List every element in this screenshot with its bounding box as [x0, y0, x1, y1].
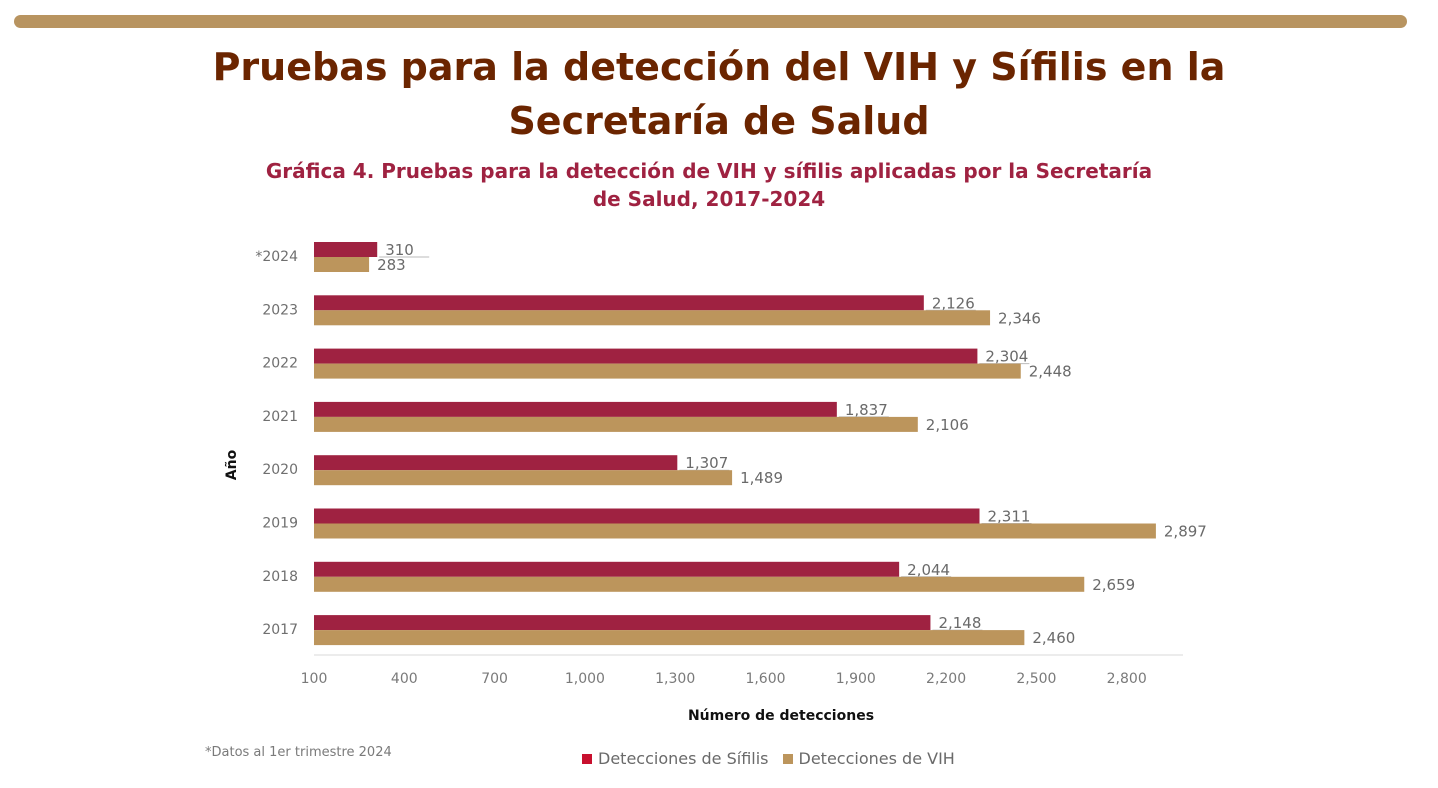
y-tick-label: *2024	[255, 249, 298, 265]
legend-swatch-vih	[782, 753, 793, 764]
y-tick-label: 2023	[262, 302, 298, 318]
legend-swatch-sifilis	[582, 753, 592, 764]
bar-sifilis	[314, 508, 980, 524]
x-tick-label: 1,000	[565, 671, 605, 687]
accent-bar	[14, 15, 1407, 28]
data-label-sifilis: 1,307	[685, 454, 728, 472]
legend-label-vih: Detecciones de VIH	[798, 749, 955, 768]
bar-vih	[314, 523, 1156, 539]
data-label-vih: 2,460	[1032, 629, 1075, 647]
x-tick-label: 100	[301, 671, 328, 687]
y-tick-label: 2017	[262, 622, 298, 638]
legend-item-sifilis: Detecciones de Sífilis	[582, 749, 769, 768]
bar-sifilis	[314, 242, 378, 257]
x-axis-title: Número de detecciones	[688, 708, 874, 724]
chart-title-line-2: de Salud, 2017-2024	[592, 187, 826, 211]
page-title-line-2: Secretaría de Salud	[508, 99, 930, 143]
x-tick-label: 2,200	[926, 671, 966, 687]
chart-footnote: *Datos al 1er trimestre 2024	[205, 745, 392, 760]
bar-sifilis	[314, 401, 837, 417]
bar-sifilis	[314, 561, 900, 577]
chart-title: Gráfica 4. Pruebas para la detección de …	[0, 157, 1418, 213]
x-tick-label: 400	[391, 671, 418, 687]
bar-vih	[314, 576, 1085, 592]
x-tick-label: 700	[481, 671, 508, 687]
y-tick-label: 2019	[262, 516, 298, 532]
bar-vih	[314, 416, 918, 432]
legend-item-vih: Detecciones de VIH	[782, 749, 955, 768]
data-label-sifilis: 2,148	[938, 614, 981, 632]
chart-legend: Detecciones de Sífilis Detecciones de VI…	[582, 749, 969, 768]
x-tick-label: 2,500	[1016, 671, 1056, 687]
data-label-sifilis: 2,126	[932, 294, 975, 312]
bar-sifilis	[314, 615, 931, 631]
page-title-line-1: Pruebas para la detección del VIH y Sífi…	[212, 45, 1226, 89]
data-label-vih: 2,897	[1164, 523, 1207, 541]
chart-title-line-1: Gráfica 4. Pruebas para la detección de …	[265, 159, 1153, 183]
bar-sifilis	[314, 455, 678, 471]
y-tick-label: 2021	[262, 409, 298, 425]
bar-vih	[314, 363, 1021, 379]
data-label-vih: 1,489	[740, 469, 783, 487]
data-label-vih: 283	[377, 256, 406, 274]
data-label-sifilis: 2,311	[988, 508, 1031, 526]
data-label-vih: 2,659	[1092, 576, 1135, 594]
bar-vih	[314, 310, 991, 326]
data-label-sifilis: 2,304	[985, 348, 1028, 366]
data-label-sifilis: 1,837	[845, 401, 888, 419]
data-label-vih: 2,448	[1029, 363, 1072, 381]
bar-vih	[314, 470, 733, 486]
x-tick-label: 1,900	[836, 671, 876, 687]
bar-sifilis	[314, 348, 978, 364]
data-label-sifilis: 2,044	[907, 561, 950, 579]
y-tick-label: 2018	[262, 569, 298, 585]
y-axis-title: Año	[224, 449, 240, 480]
data-label-vih: 2,346	[998, 309, 1041, 327]
y-tick-label: 2020	[262, 462, 298, 478]
page-title: Pruebas para la detección del VIH y Sífi…	[0, 40, 1438, 148]
bar-vih	[314, 257, 370, 272]
legend-label-sifilis: Detecciones de Sífilis	[598, 749, 769, 768]
data-label-sifilis: 310	[385, 241, 414, 259]
x-tick-label: 1,600	[745, 671, 785, 687]
x-tick-label: 1,300	[655, 671, 695, 687]
data-label-vih: 2,106	[926, 416, 969, 434]
bar-sifilis	[314, 295, 924, 311]
y-tick-label: 2022	[262, 356, 298, 372]
x-tick-label: 2,800	[1107, 671, 1147, 687]
bar-vih	[314, 630, 1025, 646]
